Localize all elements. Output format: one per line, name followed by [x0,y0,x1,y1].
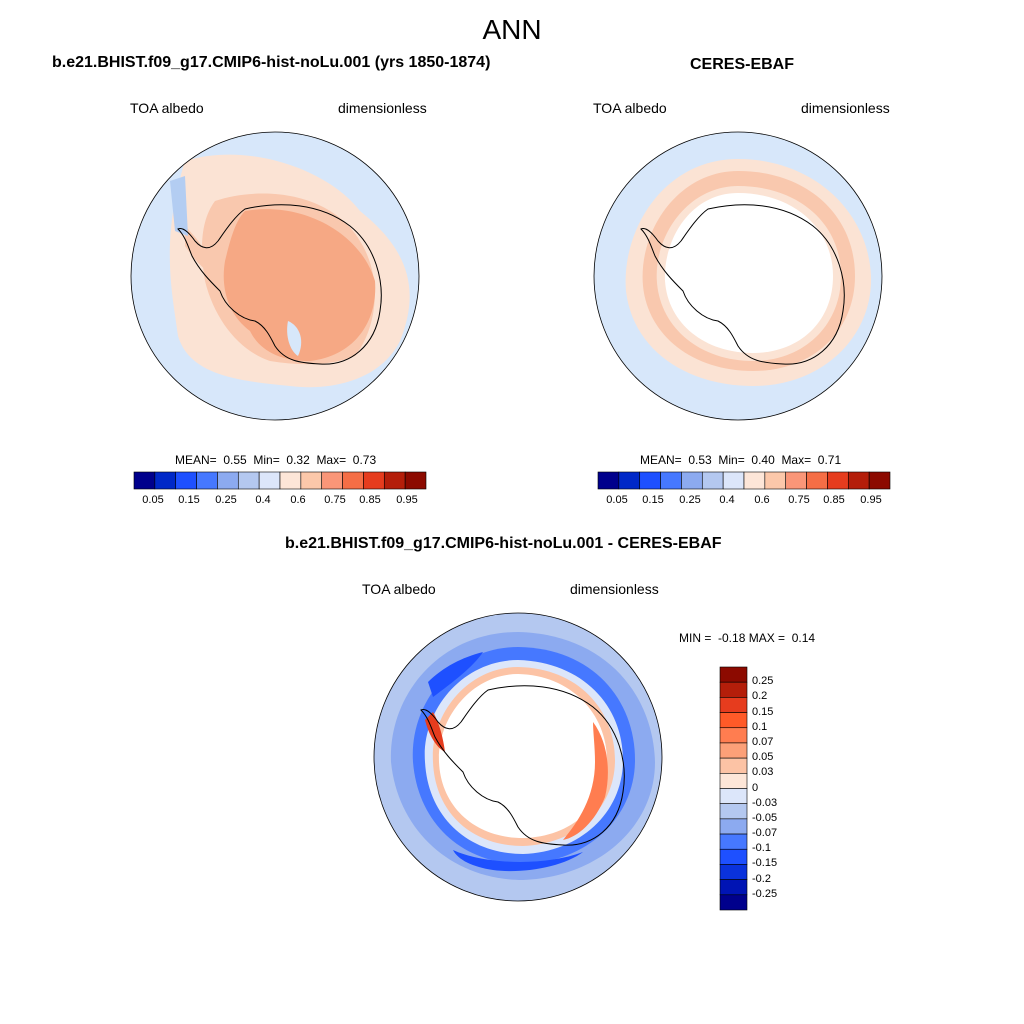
colorbar-swatch [237,471,260,490]
colorbar-swatch [719,848,748,865]
diff-colorbar-tick: -0.1 [752,842,771,855]
diff-colorbar-tick: -0.05 [752,811,778,824]
colorbar-swatch [719,757,748,774]
model-units-label: dimensionless [338,100,427,116]
obs-stats: MEAN= 0.53 Min= 0.40 Max= 0.71 [640,453,842,467]
colorbar-swatch [719,666,748,683]
colorbar-swatch [719,833,748,850]
model-colorbar-tick: 0.95 [396,494,418,506]
diff-colorbar-tick: -0.25 [752,887,778,900]
obs-colorbar-tick: 0.05 [606,494,628,506]
colorbar-swatch [300,471,323,490]
figure-title: ANN [482,14,542,45]
colorbar-swatch [701,471,724,490]
colorbar-swatch [719,712,748,729]
model-colorbar-tick: 0.6 [290,494,306,506]
obs-colorbar-tick: 0.25 [679,494,701,506]
model-colorbar-tick: 0.25 [215,494,237,506]
obs-units-label: dimensionless [801,100,890,116]
colorbar-swatch [743,471,766,490]
colorbar-swatch [363,471,385,490]
colorbar-swatch [279,471,302,490]
colorbar-swatch [719,742,748,759]
diff-colorbar [719,666,748,911]
colorbar-swatch [719,894,748,911]
obs-colorbar-tick: 0.15 [642,494,664,506]
colorbar-swatch [383,471,406,490]
diff-panel-title: b.e21.BHIST.f09_g17.CMIP6-hist-noLu.001 … [285,535,722,552]
obs-colorbar-tick: 0.6 [754,494,770,506]
colorbar-swatch [404,471,427,490]
colorbar-swatch [806,471,828,490]
model-stats: MEAN= 0.55 Min= 0.32 Max= 0.73 [175,453,377,467]
diff-colorbar-tick: 0.07 [752,735,774,748]
diff-colorbar-tick: -0.07 [752,827,778,840]
colorbar-swatch [321,471,343,490]
colorbar-swatch [868,471,891,490]
colorbar-swatch [618,471,641,490]
colorbar-swatch [785,471,807,490]
colorbar-swatch [681,471,703,490]
colorbar-swatch [719,818,748,835]
colorbar-swatch [827,471,849,490]
model-antarctica-coastline [177,204,382,365]
diff-stats: MIN = -0.18 MAX = 0.14 [679,631,816,645]
obs-variable-label: TOA albedo [593,100,667,116]
diff-colorbar-tick: 0.25 [752,675,774,688]
obs-colorbar-tick: 0.4 [719,494,735,506]
diff-colorbar-tick: 0.15 [752,705,774,718]
obs-colorbar-tick: 0.85 [823,494,845,506]
obs-polar-map [593,131,883,421]
colorbar-swatch [719,681,748,698]
model-colorbar-tick: 0.75 [324,494,346,506]
model-colorbar [133,471,427,490]
diff-units-label: dimensionless [570,581,659,597]
colorbar-swatch [847,471,870,490]
colorbar-swatch [196,471,218,490]
colorbar-swatch [342,471,364,490]
model-variable-label: TOA albedo [130,100,204,116]
diff-colorbar-tick: 0.05 [752,751,774,764]
diff-colorbar-tick: 0.2 [752,690,768,703]
obs-antarctica-coastline [640,204,845,365]
colorbar-swatch [719,864,748,880]
diff-variable-label: TOA albedo [362,581,436,597]
colorbar-swatch [217,471,239,490]
obs-colorbar-tick: 0.95 [860,494,882,506]
colorbar-swatch [722,471,745,490]
diff-colorbar-tick: -0.15 [752,857,778,870]
obs-panel-title: CERES-EBAF [690,56,795,73]
colorbar-swatch [597,471,620,490]
model-polar-map [130,131,420,421]
diff-colorbar-tick: 0.1 [752,720,768,733]
model-colorbar-tick: 0.05 [142,494,164,506]
model-panel-title: b.e21.BHIST.f09_g17.CMIP6-hist-noLu.001 … [52,54,491,71]
model-colorbar-tick: 0.15 [178,494,200,506]
diff-colorbar-tick: 0.03 [752,766,774,779]
colorbar-swatch [719,803,748,820]
colorbar-swatch [639,471,661,490]
model-colorbar-tick: 0.4 [255,494,271,506]
colorbar-swatch [660,471,682,490]
colorbar-swatch [175,471,197,490]
colorbar-swatch [764,471,787,490]
obs-colorbar [597,471,891,490]
colorbar-swatch [719,879,748,896]
colorbar-swatch [133,471,156,490]
colorbar-swatch [258,471,281,490]
obs-colorbar-tick: 0.75 [788,494,810,506]
diff-polar-map [373,612,663,902]
colorbar-swatch [719,727,748,744]
model-colorbar-tick: 0.85 [359,494,381,506]
diff-colorbar-tick: -0.03 [752,796,778,809]
diff-colorbar-tick: -0.2 [752,872,771,885]
colorbar-swatch [719,697,748,713]
diff-antarctica-coastline [420,685,625,846]
colorbar-swatch [719,773,748,789]
colorbar-swatch [154,471,177,490]
diff-colorbar-tick: 0 [752,781,759,794]
colorbar-swatch [719,788,748,804]
